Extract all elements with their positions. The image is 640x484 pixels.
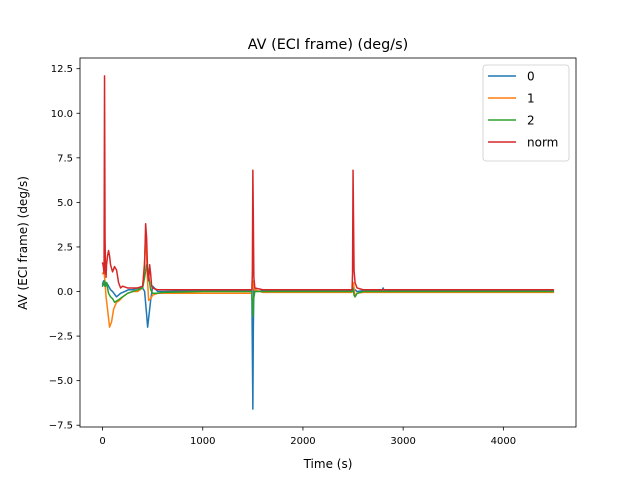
x-tick-label-3: 3000: [390, 436, 415, 447]
y-tick-label-0: −7.5: [49, 421, 73, 432]
legend-label-3: norm: [527, 136, 558, 150]
series-line-3: [101, 75, 555, 291]
axes-frame: [79, 57, 577, 428]
x-axis-label: Time (s): [303, 457, 353, 471]
series-lines: [101, 75, 555, 410]
legend-box: [482, 64, 570, 162]
series-line-1: [101, 233, 555, 328]
y-tick-label-2: −2.5: [49, 332, 73, 343]
x-axis: 0 1000 2000 3000 4000: [99, 427, 516, 447]
y-axis: −7.5 −5.0 −2.5 0.0 2.5 5.0 7.5 10.0 12.5: [49, 64, 80, 432]
y-tick-label-3: 0.0: [57, 287, 73, 298]
x-tick-label-4: 4000: [491, 436, 516, 447]
y-tick-label-6: 7.5: [57, 153, 73, 164]
legend-label-2: 2: [527, 114, 535, 128]
y-tick-label-5: 5.0: [57, 198, 73, 209]
legend-label-0: 0: [527, 70, 535, 84]
legend-label-1: 1: [527, 92, 535, 106]
y-tick-label-4: 2.5: [57, 242, 73, 253]
y-tick-label-1: −5.0: [49, 376, 73, 387]
x-tick-label-2: 2000: [290, 436, 315, 447]
y-axis-label: AV (ECI frame) (deg/s): [16, 176, 30, 310]
legend: 0 1 2 norm: [482, 64, 570, 162]
chart-title: AV (ECI frame) (deg/s): [248, 37, 408, 53]
series-line-2: [101, 264, 555, 318]
y-tick-label-8: 12.5: [51, 64, 73, 75]
x-tick-label-1: 1000: [190, 436, 215, 447]
x-tick-label-0: 0: [99, 436, 105, 447]
y-tick-label-7: 10.0: [51, 109, 73, 120]
